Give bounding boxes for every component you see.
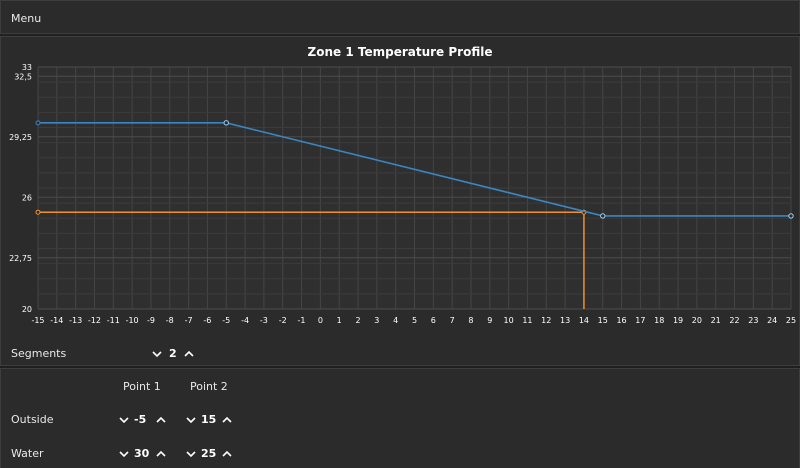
chevron-down-icon: [119, 417, 129, 424]
outside-point-1-decrease-button[interactable]: [118, 414, 130, 426]
x-tick-label: 7: [450, 316, 455, 325]
x-tick-label: 10: [504, 316, 514, 325]
water-label: Water: [11, 447, 44, 460]
x-tick-label: 25: [786, 316, 796, 325]
x-tick-label: 22: [729, 316, 739, 325]
water-point-2-value: 25: [201, 447, 217, 460]
x-tick-label: -2: [279, 316, 287, 325]
chevron-up-icon: [184, 350, 194, 357]
outside-point-1-value: -5: [134, 413, 147, 426]
temperature-chart: -15 -14 -13 -12 -11 -10 -9 -8 -7 -6 -5 -4 -3 -2 -1 0 1 2 3…: [9, 63, 796, 325]
x-tick-label: -14: [50, 316, 63, 325]
water-point-1-value: 30: [134, 447, 150, 460]
cursor-start-marker: [35, 209, 41, 215]
x-tick-label: 6: [431, 316, 436, 325]
chevron-down-icon: [119, 451, 129, 458]
x-tick-label: 17: [635, 316, 645, 325]
outside-point-2-increase-button[interactable]: [221, 414, 233, 426]
outside-point-2-decrease-button[interactable]: [185, 414, 197, 426]
x-tick-label: -7: [185, 316, 193, 325]
x-tick-label: 1: [337, 316, 342, 325]
x-tick-label: 13: [560, 316, 570, 325]
menu-bar: Menu: [0, 0, 800, 34]
series-line: [38, 122, 791, 217]
x-tick-label: 21: [711, 316, 721, 325]
x-tick-label: -5: [222, 316, 230, 325]
chevron-down-icon: [186, 417, 196, 424]
y-tick-label: 33: [22, 63, 32, 72]
water-point-2-increase-button[interactable]: [221, 448, 233, 460]
y-tick-label: 29,25: [9, 133, 32, 142]
outside-point-2-value: 15: [201, 413, 217, 426]
x-tick-label: 3: [374, 316, 379, 325]
outside-point-1-increase-button[interactable]: [155, 414, 167, 426]
chart-title: Zone 1 Temperature Profile: [307, 45, 493, 59]
x-tick-label: -6: [203, 316, 211, 325]
x-tick-label: -15: [31, 316, 44, 325]
series-point: [223, 120, 229, 126]
x-tick-label: -13: [69, 316, 82, 325]
x-tick-label: -10: [126, 316, 139, 325]
y-tick-label: 32,5: [14, 72, 32, 81]
points-panel: Point 1 Point 2 Outside -5 15 Water 30 2…: [0, 368, 800, 468]
x-tick-label: -9: [147, 316, 155, 325]
chevron-up-icon: [156, 450, 166, 457]
x-tick-label: 19: [673, 316, 683, 325]
x-tick-label: -3: [260, 316, 268, 325]
y-tick-label: 26: [22, 193, 32, 202]
y-tick-label: 20: [22, 305, 32, 314]
water-point-1-increase-button[interactable]: [155, 448, 167, 460]
chevron-down-icon: [152, 351, 162, 358]
point-1-header: Point 1: [123, 380, 161, 393]
x-tick-label: 2: [355, 316, 360, 325]
x-tick-label: 0: [318, 316, 323, 325]
water-point-2-decrease-button[interactable]: [185, 448, 197, 460]
segments-label: Segments: [11, 347, 67, 360]
chevron-down-icon: [186, 451, 196, 458]
x-tick-label: 5: [412, 316, 417, 325]
series-point: [788, 213, 794, 219]
x-tick-label: 8: [468, 316, 473, 325]
x-tick-label: 24: [767, 316, 777, 325]
series-point: [600, 213, 606, 219]
x-tick-label: 18: [654, 316, 664, 325]
outside-label: Outside: [11, 413, 54, 426]
x-tick-label: -1: [298, 316, 306, 325]
x-tick-label: -4: [241, 316, 249, 325]
x-tick-label: 16: [616, 316, 626, 325]
x-tick-label: 23: [748, 316, 758, 325]
segments-decrease-button[interactable]: [151, 348, 163, 360]
y-tick-label: 22,75: [9, 254, 32, 263]
series-start-point: [35, 120, 41, 126]
menu-button[interactable]: Menu: [11, 12, 42, 25]
segments-increase-button[interactable]: [183, 348, 195, 360]
point-2-header: Point 2: [190, 380, 228, 393]
x-tick-label: 12: [541, 316, 551, 325]
x-tick-label: 11: [522, 316, 532, 325]
x-tick-label: 20: [692, 316, 702, 325]
x-tick-label: -12: [88, 316, 101, 325]
chevron-up-icon: [222, 450, 232, 457]
x-tick-label: 14: [579, 316, 589, 325]
water-point-1-decrease-button[interactable]: [118, 448, 130, 460]
x-tick-label: -11: [107, 316, 120, 325]
x-tick-label: 15: [598, 316, 608, 325]
x-tick-label: 4: [393, 316, 398, 325]
x-tick-label: -8: [166, 316, 174, 325]
segments-value: 2: [169, 347, 177, 360]
chevron-up-icon: [156, 416, 166, 423]
chevron-up-icon: [222, 416, 232, 423]
x-tick-label: 9: [487, 316, 492, 325]
chart-panel: -15 -14 -13 -12 -11 -10 -9 -8 -7 -6 -5 -4 -3 -2 -1 0 1 2 3…: [0, 36, 800, 366]
